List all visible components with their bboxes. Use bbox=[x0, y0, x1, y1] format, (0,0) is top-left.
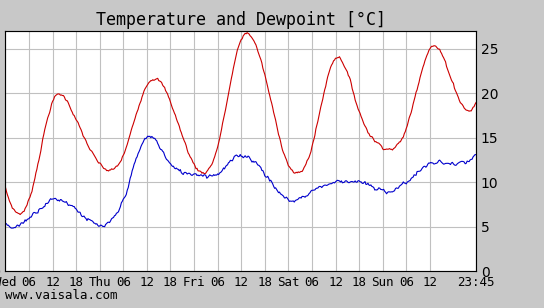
Title: Temperature and Dewpoint [°C]: Temperature and Dewpoint [°C] bbox=[96, 11, 386, 29]
Text: www.vaisala.com: www.vaisala.com bbox=[5, 289, 118, 302]
